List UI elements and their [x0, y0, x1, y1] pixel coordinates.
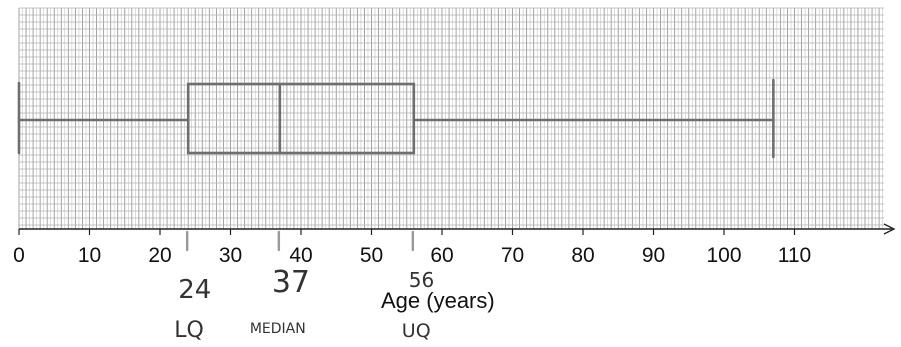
- interquartile-box: [186, 82, 416, 155]
- annotation-lq: LQ: [174, 318, 204, 343]
- annotation-median: MEDIAN: [250, 321, 306, 337]
- x-tick-label: 40: [289, 244, 312, 267]
- x-axis-label: Age (years): [381, 288, 495, 313]
- x-tick-label: 90: [642, 244, 665, 267]
- x-tick-label: 110: [778, 244, 811, 267]
- x-tick-label: 100: [706, 244, 741, 267]
- x-tick-label: 10: [78, 244, 101, 267]
- annotation-37: 37: [272, 265, 310, 300]
- x-axis: [19, 223, 896, 235]
- x-tick-label: 20: [148, 244, 171, 267]
- annotation-uq: UQ: [402, 320, 431, 342]
- x-tick-label: 30: [219, 244, 242, 267]
- grid: [18, 7, 884, 229]
- annotation-56: 56: [409, 268, 434, 292]
- x-tick-label: 0: [13, 244, 25, 267]
- box-plot: [17, 78, 775, 159]
- x-tick-label: 60: [430, 244, 453, 267]
- handwritten-annotations: 24 37 56 LQ MEDIAN UQ: [174, 230, 434, 343]
- x-axis-arrow: [883, 223, 896, 235]
- x-tick-labels: 0 10 20 30 40 50 60 70 80 90 100 110: [13, 229, 811, 267]
- x-tick-label: 50: [360, 244, 383, 267]
- annotation-24: 24: [178, 275, 211, 305]
- x-tick-label: 70: [501, 244, 524, 267]
- x-tick-label: 80: [571, 244, 594, 267]
